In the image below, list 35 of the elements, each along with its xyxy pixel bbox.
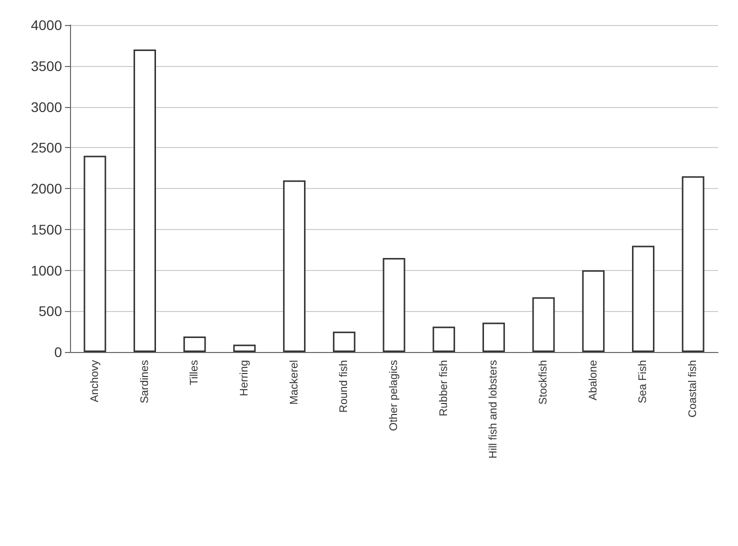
y-tick-label: 4000 — [30, 17, 62, 33]
bar — [134, 50, 156, 352]
x-tick-label: Anchovy — [88, 360, 101, 402]
x-tick-label: Round fish — [338, 360, 350, 413]
y-tick-label: 3500 — [30, 58, 62, 74]
x-tick-label: Sea Fish — [637, 360, 650, 404]
x-tick-label: Other pelagics — [388, 360, 400, 431]
y-tick-label: 0 — [54, 344, 62, 360]
x-tick-label: Abalone — [587, 360, 600, 400]
x-tick-label: Rubber fish — [438, 360, 450, 416]
bar — [582, 270, 605, 352]
bar — [84, 156, 106, 352]
x-tick-label: Stockfish — [538, 360, 550, 405]
bar — [532, 297, 555, 352]
x-tick-label: Sardines — [138, 360, 151, 404]
x-tick-label: Hill fish and lobsters — [488, 360, 500, 458]
y-tick-label: 2000 — [30, 180, 62, 196]
y-tick-label: 3000 — [30, 98, 62, 115]
y-tick-label: 500 — [38, 303, 62, 320]
bar — [632, 246, 654, 352]
y-tick-label: 1000 — [30, 262, 62, 278]
bar — [332, 332, 356, 352]
bar — [682, 176, 704, 352]
bar — [432, 326, 456, 352]
bar — [482, 322, 505, 352]
y-tick-label: 2500 — [30, 140, 62, 156]
bar — [283, 180, 306, 352]
x-tick-label: Coastal fish — [687, 360, 700, 418]
bar — [183, 336, 206, 352]
bar — [382, 258, 406, 352]
bar — [233, 344, 256, 352]
x-tick-label: Herring — [238, 360, 250, 396]
x-tick-label: Mackerel — [288, 360, 300, 405]
y-tick-label: 1500 — [30, 221, 62, 238]
x-tick-label: Tilles — [188, 360, 201, 386]
